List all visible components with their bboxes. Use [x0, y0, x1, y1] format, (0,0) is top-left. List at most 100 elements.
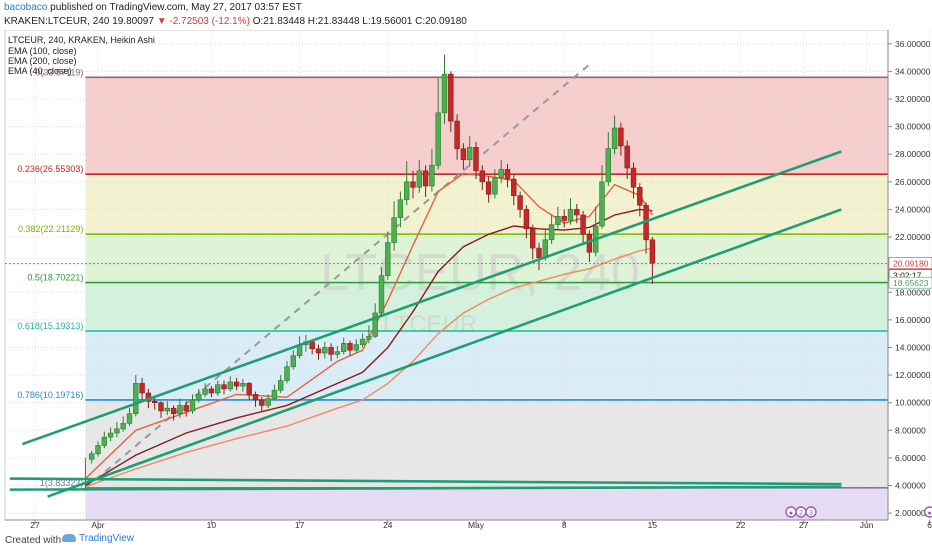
trendline[interactable] [9, 485, 842, 491]
candle-body [89, 453, 95, 460]
ema-40-line [84, 172, 653, 480]
candle-body [397, 199, 404, 219]
y-tick-label: 34.00000 [895, 66, 931, 76]
fib-zone [85, 487, 888, 520]
x-tick-label: 22 [736, 520, 746, 530]
candle-body [492, 177, 498, 195]
publish-line: bacobaco published on TradingView.com, M… [4, 2, 302, 13]
candle-body [208, 388, 215, 394]
candle-body [517, 195, 523, 210]
y-tick-label: 24.00000 [895, 204, 931, 214]
candle-body [485, 181, 492, 195]
candle-body [448, 73, 454, 122]
y-tick-label: 28.00000 [895, 149, 931, 159]
trendline[interactable] [9, 477, 842, 486]
y-tick-label: 8.00000 [895, 425, 926, 435]
y-tick-label: 14.00000 [895, 342, 931, 352]
published-text: published on TradingView.com, May 27, 20… [50, 2, 302, 13]
tradingview-logo[interactable]: TradingView [62, 533, 134, 544]
candle-body [542, 239, 549, 259]
ema-100-line [85, 208, 653, 487]
candle-body [649, 239, 656, 264]
price-chart[interactable]: LTCEUR, 240LTCEUR0(33.57119)0.236(26.553… [0, 30, 932, 530]
candle-body [347, 343, 353, 351]
candle-body [441, 73, 448, 114]
candle-body [177, 405, 183, 415]
y-tick-label: 22.00000 [895, 232, 931, 242]
footer: Created with TradingView [0, 531, 932, 550]
candle-body [196, 394, 202, 401]
ema-200-line [85, 247, 653, 488]
x-tick-label: 15 [648, 520, 658, 530]
candle-body [548, 224, 555, 241]
event-badge[interactable] [923, 506, 932, 518]
candle-body [372, 312, 378, 337]
candle-body [555, 216, 561, 225]
candle-body [454, 120, 460, 150]
candle-body [435, 112, 441, 166]
candle-body [265, 398, 271, 406]
candle-body [120, 423, 126, 430]
candle-body [189, 399, 196, 412]
ohlc-line: KRAKEN:LTCEUR, 240 19.80097 ▼ -2.72503 (… [4, 16, 467, 27]
x-tick-label: 10 [207, 520, 217, 530]
event-badge[interactable] [805, 506, 817, 518]
candle-body [618, 127, 624, 147]
x-tick-label: May [468, 520, 485, 530]
price-label-box [888, 276, 932, 289]
candle-body [366, 336, 372, 340]
candle-body [233, 381, 240, 387]
candle-body [277, 380, 284, 391]
candle-body [133, 383, 139, 415]
candle-body [170, 407, 177, 415]
x-tick-label: 24 [383, 520, 393, 530]
chart-header: bacobaco published on TradingView.com, M… [0, 0, 932, 30]
fib-zone [85, 77, 888, 175]
publisher-name[interactable]: bacobaco [4, 2, 48, 13]
trendline[interactable] [21, 150, 842, 446]
trendline[interactable] [47, 208, 842, 498]
fib-zone [85, 282, 888, 331]
ohlc-values: O:21.83448 H:21.83448 L:19.56001 C:20.09… [252, 16, 467, 27]
fib-level-label: 0.618(15.19313) [17, 321, 83, 331]
y-tick-label: 16.00000 [895, 315, 931, 325]
candle-body [183, 405, 189, 412]
y-tick-label: 26.00000 [895, 177, 931, 187]
x-tick-label: Apr [91, 520, 104, 530]
candle-body [605, 148, 612, 183]
candle-body [227, 381, 233, 390]
last-price: 19.80097 [112, 16, 154, 27]
event-badge-text: 2 [799, 510, 803, 517]
candle-body [139, 383, 145, 394]
candle-body [359, 338, 366, 346]
tradingview-brand: TradingView [79, 533, 135, 544]
candle-body [114, 428, 120, 434]
chart-title: LTCEUR, 240, KRAKEN, Heikin Ashi [8, 35, 155, 45]
candle-body [536, 247, 542, 259]
candle-body [246, 383, 252, 395]
fib-level-label: 0(33.57119) [36, 67, 84, 77]
price-label: 20.09180 [893, 258, 929, 268]
candle-body [460, 148, 467, 161]
candle-body [599, 181, 605, 227]
y-tick-label: 36.00000 [895, 39, 931, 49]
candle-body [385, 242, 391, 276]
candle-body [252, 394, 259, 401]
candle-body [511, 178, 517, 196]
candle-body [529, 228, 536, 249]
x-tick-label: Jun [860, 520, 874, 530]
candle-body [504, 169, 511, 180]
candle-body [378, 275, 385, 314]
candle-body [158, 402, 164, 412]
fib-level-label: 0.382(22.21129) [18, 224, 83, 234]
price-label: 18.65623 [893, 278, 929, 288]
price-change: ▼ -2.72503 (-12.1%) [156, 16, 250, 27]
candle-body [315, 348, 322, 354]
candle-body [422, 170, 429, 187]
fib-level-label: 0.5(18.70221) [27, 273, 83, 283]
y-tick-label: 18.00000 [895, 287, 931, 297]
candle-body [202, 388, 208, 395]
price-label: 3:02:17 [893, 270, 922, 280]
price-label-box [888, 257, 932, 269]
fib-zone [85, 399, 888, 488]
